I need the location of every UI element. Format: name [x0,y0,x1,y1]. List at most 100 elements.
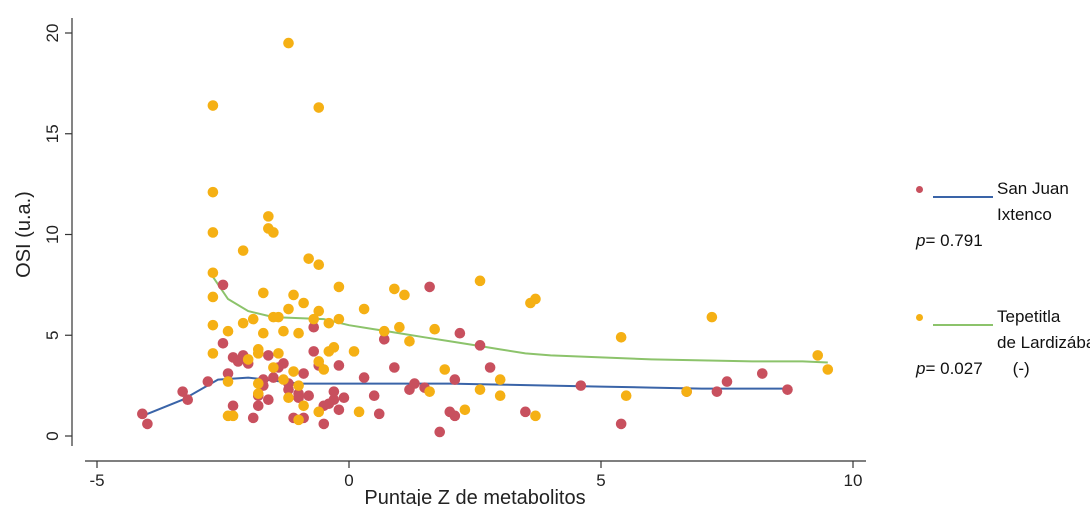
data-point [378,333,390,345]
data-point [434,426,446,438]
data-point [333,360,345,371]
data-point [283,392,294,404]
data-point [242,354,254,365]
data-point [429,323,440,335]
data-point [207,100,219,111]
data-point [207,291,219,303]
data-point [353,406,365,418]
data-point [293,327,304,339]
data-point [273,311,284,323]
data-point [358,372,370,383]
y-tick-label: 0 [43,431,62,440]
legend: San Juan Ixtenco p= 0.791 Tepetitla de Lar… [916,176,1090,382]
data-point [142,418,153,430]
data-point [313,406,325,418]
data-points [137,37,834,438]
data-point [328,394,340,406]
y-tick-label: 5 [43,331,62,340]
data-point [207,319,219,331]
data-point [439,364,451,375]
data-point [293,392,304,404]
data-point [263,211,274,222]
data-point [520,406,531,418]
data-point [273,348,284,359]
axes: 0 5 10 15 20 -5 0 5 10 [43,18,866,490]
data-point [620,390,632,402]
y-tick-label: 15 [43,124,62,143]
p-note: (-) [1012,359,1030,378]
data-point [323,317,335,329]
data-point [313,102,325,113]
x-tick-label: 5 [596,471,605,490]
data-point [399,289,410,301]
legend-entry-tepetitla: Tepetitla de Lardizábal p= 0.027 (-) [916,304,1090,382]
data-point [222,368,234,379]
data-point [454,327,466,339]
data-point [258,327,269,339]
data-point [318,418,330,430]
data-point [822,364,834,375]
data-point [217,279,229,291]
data-point [177,386,188,397]
legend-marker-dot [916,186,923,194]
data-point [207,227,219,238]
data-point [247,412,259,424]
data-point [812,350,824,361]
data-point [328,342,340,353]
data-point [202,376,214,387]
data-point [358,303,370,315]
data-point [263,350,274,361]
x-tick-label: 0 [344,471,353,490]
data-point [318,364,330,375]
legend-p-value: p= 0.791 [916,231,983,250]
data-point [288,289,299,301]
data-point [615,331,627,343]
y-tick-label: 10 [43,225,62,244]
data-point [494,390,506,402]
y-tick-label: 20 [43,24,62,43]
data-point [298,400,309,412]
data-point [368,390,380,402]
legend-line [933,195,993,198]
data-point [222,325,234,337]
data-point [328,386,340,397]
data-point [530,410,541,422]
data-point [389,362,400,373]
data-point [681,386,692,397]
data-point [268,227,279,238]
data-point [409,378,420,389]
data-point [283,303,294,315]
data-point [207,267,219,279]
data-point [303,390,314,402]
data-point [278,374,289,385]
data-point [721,376,733,387]
data-point [333,404,345,416]
data-point [389,283,400,295]
data-point [263,394,274,406]
data-point [424,386,435,397]
x-tick-label: -5 [89,471,104,490]
data-point [278,358,289,369]
data-point [227,410,239,422]
data-point [137,408,148,420]
data-point [298,368,309,379]
data-point [348,346,360,357]
data-point [404,335,415,347]
data-point [313,305,325,317]
data-point [308,321,320,333]
data-point [237,317,249,329]
data-point [313,356,325,367]
data-point [252,400,264,412]
data-point [333,281,345,293]
data-point [424,281,435,293]
legend-p-value: p= 0.027 (-) [916,359,1030,378]
data-point [706,311,718,323]
data-point [449,410,461,422]
data-point [268,372,279,383]
data-point [283,37,294,49]
data-point [373,408,385,420]
data-point [182,394,194,406]
data-point [237,245,249,256]
data-point [308,346,320,357]
